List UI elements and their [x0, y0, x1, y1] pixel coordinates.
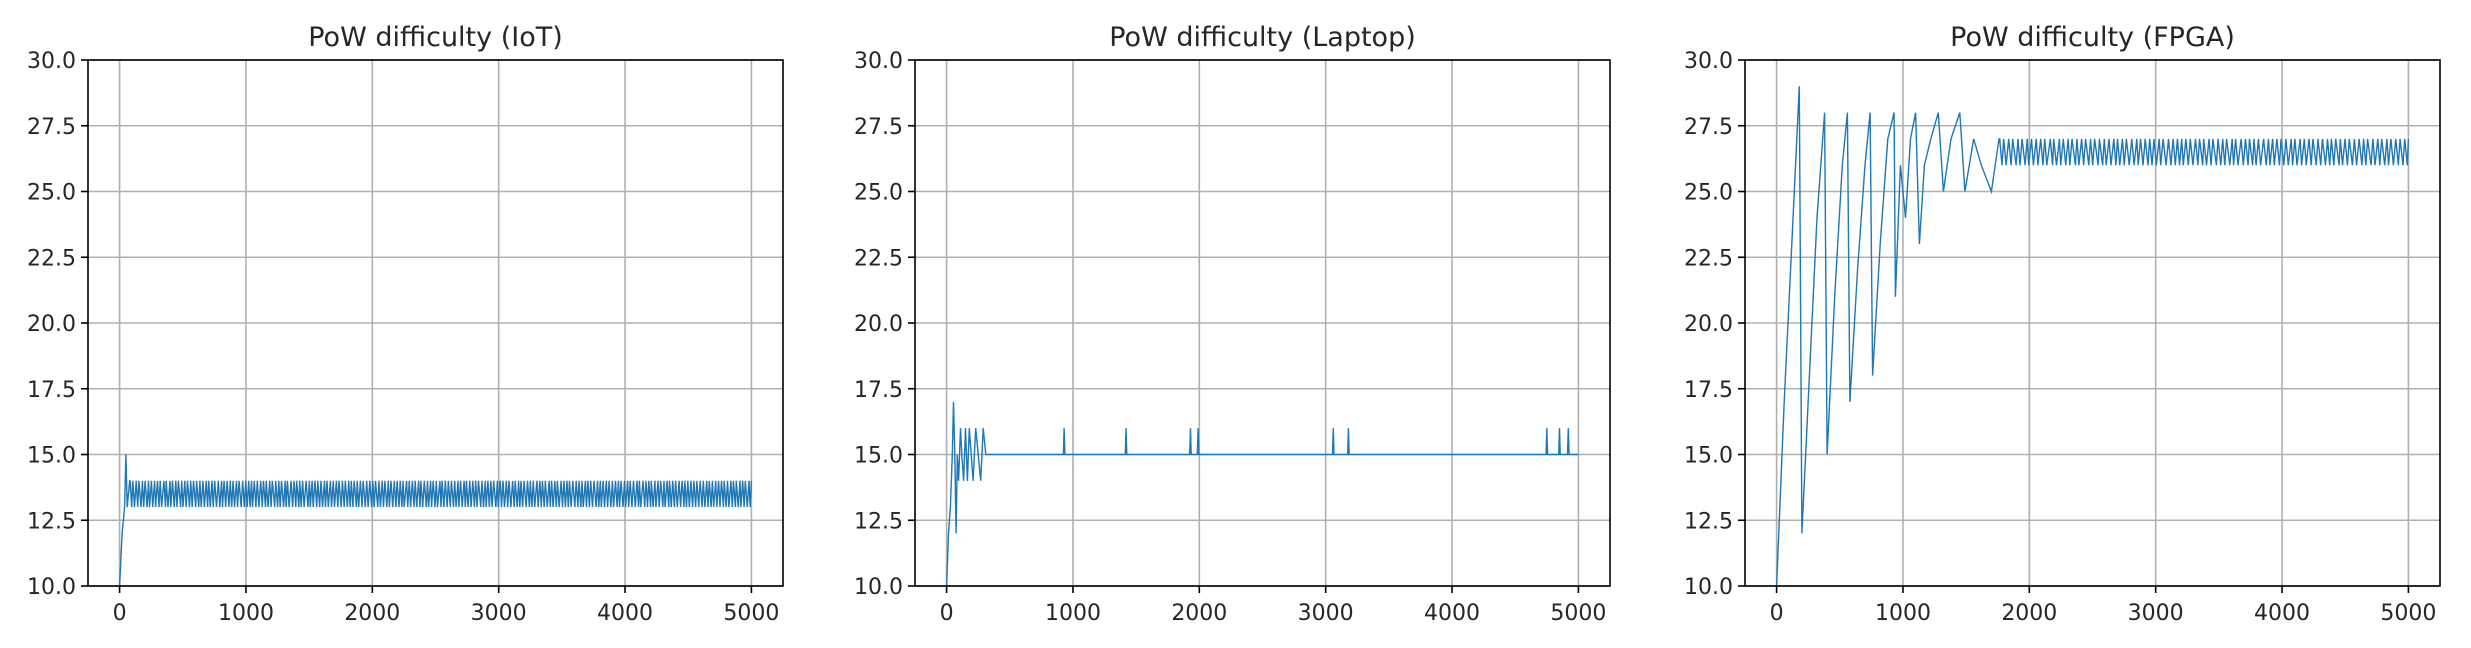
- series-group: [118, 454, 753, 586]
- y-tick-label: 22.5: [1684, 246, 1733, 271]
- series-line: [118, 454, 753, 586]
- y-tick-label: 17.5: [27, 378, 76, 403]
- y-tick-label: 12.5: [854, 509, 903, 534]
- y-tick-label: 12.5: [1684, 509, 1733, 534]
- y-tick-label: 17.5: [1684, 378, 1733, 403]
- y-tick-label: 10.0: [854, 575, 903, 600]
- y-tick-label: 30.0: [854, 49, 903, 74]
- y-tick-label: 12.5: [27, 509, 76, 534]
- x-tick-label: 1000: [218, 601, 274, 626]
- y-tick-label: 25.0: [854, 181, 903, 206]
- y-tick-label: 30.0: [27, 49, 76, 74]
- x-tick-label: 4000: [1424, 601, 1480, 626]
- x-tick-label: 1000: [1875, 601, 1931, 626]
- x-tick-label: 5000: [1550, 601, 1606, 626]
- x-tick-label: 4000: [597, 601, 653, 626]
- chart-title: PoW difficulty (FPGA): [1950, 22, 2235, 53]
- x-tick-label: 2000: [344, 601, 400, 626]
- x-tick-label: 4000: [2254, 601, 2310, 626]
- chart-panel-3: 0 1000 2000 3000 4000 5000 10.0 12.5 15.0 17.5 20.…: [1684, 22, 2441, 626]
- x-tick-label: 3000: [471, 601, 527, 626]
- x-tick-label: 1000: [1045, 601, 1101, 626]
- y-tick-label: 27.5: [854, 115, 903, 140]
- chart-panel-2: 0 1000 2000 3000 4000 5000 10.0 12.5 15.0 17.5 20.…: [854, 22, 1611, 626]
- y-tick-label: 22.5: [854, 246, 903, 271]
- y-tick-label: 30.0: [1684, 49, 1733, 74]
- chart-title: PoW difficulty (IoT): [308, 22, 563, 53]
- series-line: [945, 401, 1579, 586]
- y-tick-label: 17.5: [854, 378, 903, 403]
- x-tick-label: 0: [1770, 601, 1784, 626]
- x-tick-label: 5000: [2380, 601, 2436, 626]
- y-tick-label: 15.0: [854, 444, 903, 469]
- y-tick-label: 27.5: [27, 115, 76, 140]
- y-tick-label: 20.0: [1684, 312, 1733, 337]
- y-tick-label: 10.0: [1684, 575, 1733, 600]
- x-tick-label: 0: [113, 601, 127, 626]
- y-tick-label: 15.0: [27, 444, 76, 469]
- y-tick-label: 25.0: [27, 181, 76, 206]
- y-tick-label: 27.5: [1684, 115, 1733, 140]
- x-tick-label: 3000: [1298, 601, 1354, 626]
- series-group: [1775, 86, 2410, 586]
- y-tick-label: 20.0: [27, 312, 76, 337]
- x-tick-label: 0: [940, 601, 954, 626]
- x-tick-label: 2000: [1171, 601, 1227, 626]
- y-tick-label: 10.0: [27, 575, 76, 600]
- x-tick-label: 5000: [723, 601, 779, 626]
- y-tick-label: 15.0: [1684, 444, 1733, 469]
- series-line: [1775, 86, 2410, 586]
- chart-title: PoW difficulty (Laptop): [1109, 22, 1416, 53]
- x-tick-label: 3000: [2128, 601, 2184, 626]
- series-group: [945, 401, 1579, 586]
- y-tick-label: 20.0: [854, 312, 903, 337]
- y-tick-label: 22.5: [27, 246, 76, 271]
- x-tick-label: 2000: [2001, 601, 2057, 626]
- y-tick-label: 25.0: [1684, 181, 1733, 206]
- chart-panel-1: 0 1000 2000 3000 4000 5000 10.0 12.5 15.0 17.5 20.…: [27, 22, 784, 626]
